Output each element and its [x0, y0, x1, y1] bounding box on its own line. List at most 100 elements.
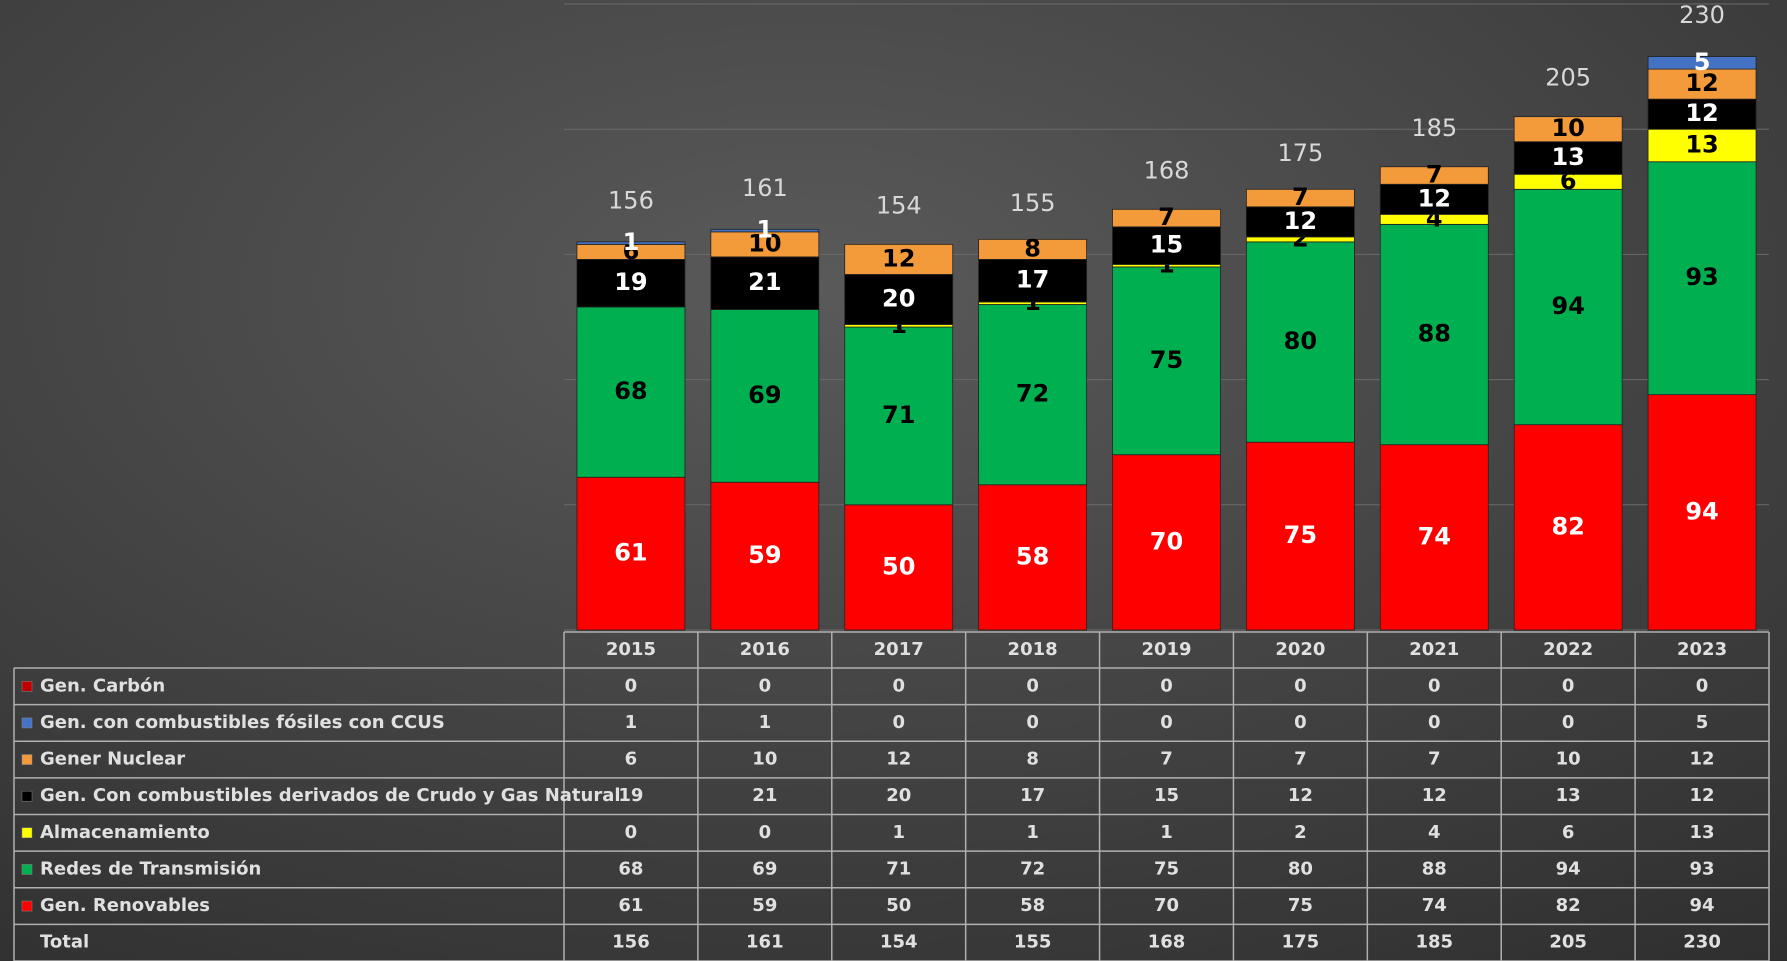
bar-segment — [1245, 241, 1355, 443]
bar-segment — [710, 309, 820, 483]
table-cell: 0 — [892, 675, 905, 696]
x-tick-label: 2022 — [1543, 639, 1593, 660]
bar-segment — [1647, 56, 1757, 70]
bar-segment — [710, 256, 820, 310]
table-cell: 7 — [1294, 749, 1307, 770]
bar-segment — [1513, 188, 1623, 426]
table-cell: 230 — [1683, 932, 1721, 953]
segment-label: 13 — [1685, 130, 1718, 158]
table-cell: 205 — [1549, 932, 1587, 953]
bar-segment — [1379, 444, 1489, 631]
table-cell: 1 — [1160, 822, 1173, 843]
x-tick-label: 2015 — [606, 639, 656, 660]
table-cell: 74 — [1422, 895, 1447, 916]
legend-swatch — [21, 754, 33, 765]
table-cell: 168 — [1148, 932, 1186, 953]
table-cell: 93 — [1690, 858, 1715, 879]
segment-label: 69 — [748, 381, 781, 409]
bar-segment — [576, 241, 686, 245]
table-cell: 68 — [618, 858, 643, 879]
bar-segment — [576, 259, 686, 308]
table-cell: 12 — [1288, 785, 1313, 806]
table-cell: 0 — [625, 675, 638, 696]
table-cell: 12 — [886, 749, 911, 770]
bar-segment — [710, 481, 820, 631]
table-cell: 75 — [1288, 895, 1313, 916]
segment-label: 50 — [882, 552, 915, 580]
legend-label: Almacenamiento — [40, 822, 210, 843]
total-label: 154 — [876, 191, 922, 219]
bar-segment — [844, 326, 954, 506]
bar-segment — [1647, 161, 1757, 396]
table-cell: 0 — [1294, 675, 1307, 696]
table-cell: 8 — [1026, 749, 1039, 770]
segment-label: 12 — [1418, 184, 1451, 212]
bar-segment — [1513, 141, 1623, 175]
table-cell: 69 — [752, 858, 777, 879]
bar-segment — [844, 243, 954, 275]
total-label: 230 — [1679, 1, 1725, 29]
table-cell: 161 — [746, 932, 784, 953]
bar-segment — [1513, 116, 1623, 143]
segment-label: 19 — [614, 268, 647, 296]
table-cell: 1 — [1026, 822, 1039, 843]
table-cell: 0 — [1562, 712, 1575, 733]
table-cell: 50 — [886, 895, 911, 916]
bar-segment — [1245, 188, 1355, 208]
legend-label: Gen. Con combustibles derivados de Crudo… — [40, 785, 621, 806]
table-cell: 10 — [1556, 749, 1581, 770]
x-tick-label: 2017 — [874, 639, 924, 660]
bar-segment — [576, 306, 686, 478]
table-cell: 61 — [618, 895, 643, 916]
segment-label: 88 — [1418, 320, 1451, 348]
table-cell: 0 — [759, 822, 772, 843]
x-tick-label: 2019 — [1141, 639, 1191, 660]
segment-label: 94 — [1685, 497, 1718, 525]
bar-segment — [844, 504, 954, 631]
table-cell: 17 — [1020, 785, 1045, 806]
segment-label: 17 — [1016, 266, 1049, 294]
table-cell: 1 — [759, 712, 772, 733]
segment-label: 1 — [756, 216, 773, 244]
bar-segment — [1112, 226, 1221, 265]
table-cell: 6 — [1562, 822, 1575, 843]
segment-label: 75 — [1284, 521, 1317, 549]
bar-segment — [576, 476, 686, 631]
x-tick-label: 2020 — [1275, 639, 1325, 660]
table-cell: 80 — [1288, 858, 1313, 879]
table-cell: 71 — [886, 858, 911, 879]
legend-label: Redes de Transmisión — [40, 858, 261, 879]
table-cell: 2 — [1294, 822, 1307, 843]
bar-segment — [1647, 128, 1757, 163]
table-cell: 58 — [1020, 895, 1045, 916]
segment-label: 80 — [1284, 327, 1317, 355]
legend-swatch — [21, 790, 33, 802]
table-cell: 72 — [1020, 858, 1045, 879]
table-cell: 7 — [1160, 749, 1173, 770]
x-tick-label: 2021 — [1409, 639, 1459, 660]
table-cell: 0 — [1026, 675, 1039, 696]
bar-segment — [1647, 98, 1757, 130]
bar-segment — [1647, 394, 1757, 631]
segment-label: 94 — [1551, 292, 1584, 320]
table-cell: 0 — [1026, 712, 1039, 733]
total-label: 168 — [1144, 156, 1190, 184]
bar-segment — [1112, 266, 1221, 456]
total-label: 155 — [1010, 189, 1056, 217]
legend-swatch — [21, 827, 33, 839]
segment-label: 75 — [1150, 346, 1183, 374]
table-cell: 12 — [1690, 785, 1715, 806]
bar-segment — [978, 304, 1088, 486]
table-cell: 88 — [1422, 858, 1447, 879]
table-cell: 0 — [1696, 675, 1709, 696]
table-cell: 154 — [880, 932, 918, 953]
segment-label: 21 — [748, 268, 781, 296]
x-tick-label: 2016 — [740, 639, 790, 660]
total-label: 161 — [742, 174, 788, 202]
legend-swatch — [21, 900, 33, 912]
table-cell: 0 — [1160, 712, 1173, 733]
legend-label: Gen. con combustibles fósiles con CCUS — [40, 712, 445, 733]
legend-swatch — [21, 681, 33, 692]
table-cell: 5 — [1696, 712, 1709, 733]
bar-segment — [1379, 223, 1489, 446]
